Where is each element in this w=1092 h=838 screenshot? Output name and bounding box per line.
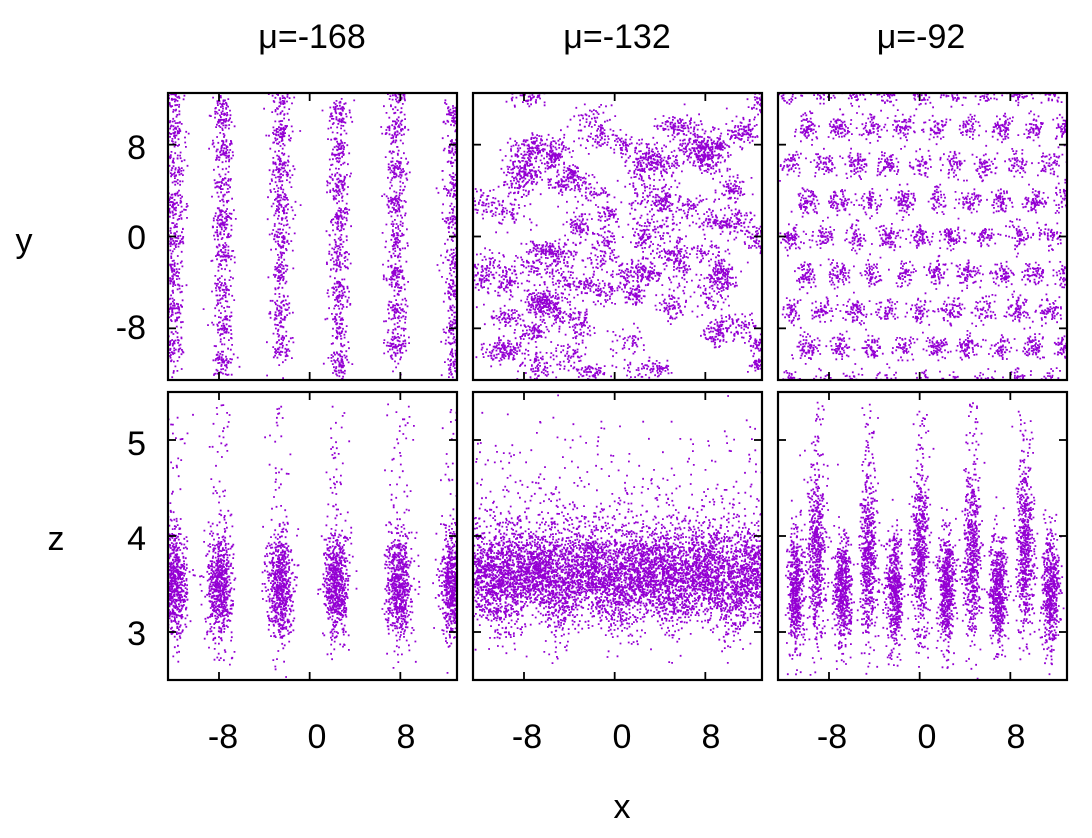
- x-tick-label: 0: [918, 718, 937, 756]
- points-layer: [168, 93, 1067, 680]
- panel-xz-mu-132: [471, 390, 764, 682]
- z-axis-title: z: [48, 520, 65, 558]
- x-tick-label: 0: [308, 718, 327, 756]
- y-axis-title: y: [16, 222, 33, 260]
- scatter-point-cloud: [473, 394, 762, 664]
- x-tick-label: -8: [208, 718, 238, 756]
- x-tick-label: 8: [1007, 718, 1026, 756]
- tick-marks: [168, 93, 1067, 680]
- scatter-point-cloud: [168, 93, 457, 380]
- scatter-points-xz-panel-1: [168, 403, 457, 680]
- panel-xy-mu-132: [471, 91, 764, 382]
- y-tick-label: -8: [116, 309, 146, 347]
- x-tick-label: -8: [817, 718, 847, 756]
- x-tick-labels-col-1: -8 0 8: [208, 718, 416, 756]
- column-title-mu-92: μ=-92: [877, 18, 966, 56]
- x-tick-label: 0: [613, 718, 632, 756]
- x-tick-labels-col-3: -8 0 8: [817, 718, 1026, 756]
- panel-xz-mu-92: [776, 390, 1069, 682]
- x-tick-label: -8: [512, 718, 542, 756]
- y-tick-labels: 8 0 -8: [116, 129, 146, 347]
- x-tick-labels-col-2: -8 0 8: [512, 718, 721, 756]
- panel-xy-mu-168: [166, 91, 459, 382]
- z-tick-labels: 5 4 3: [127, 425, 146, 653]
- scatter-point-cloud: [168, 403, 457, 680]
- z-tick-label: 4: [127, 520, 146, 558]
- y-tick-label: 8: [127, 129, 146, 167]
- z-tick-label: 5: [127, 425, 146, 463]
- scatter-points-xy-panel-3: [778, 93, 1067, 380]
- panel-xz-mu-168: [166, 390, 459, 682]
- scatter-points-xz-panel-3: [784, 401, 1065, 680]
- scatter-point-cloud: [473, 93, 762, 380]
- x-tick-label: 8: [702, 718, 721, 756]
- panel-xy-mu-92: [776, 91, 1069, 382]
- y-tick-label: 0: [127, 219, 146, 257]
- scatter-point-cloud: [778, 93, 1067, 380]
- scatter-points-xy-panel-1: [168, 93, 457, 380]
- scatter-points-xy-panel-2: [473, 93, 762, 380]
- x-tick-label: 8: [397, 718, 416, 756]
- x-axis-title: x: [614, 788, 631, 826]
- scatter-point-cloud: [784, 401, 1065, 680]
- column-title-mu-132: μ=-132: [563, 18, 671, 56]
- scatter-points-xz-panel-2: [473, 394, 762, 664]
- z-tick-label: 3: [127, 615, 146, 653]
- column-title-mu-168: μ=-168: [258, 18, 366, 56]
